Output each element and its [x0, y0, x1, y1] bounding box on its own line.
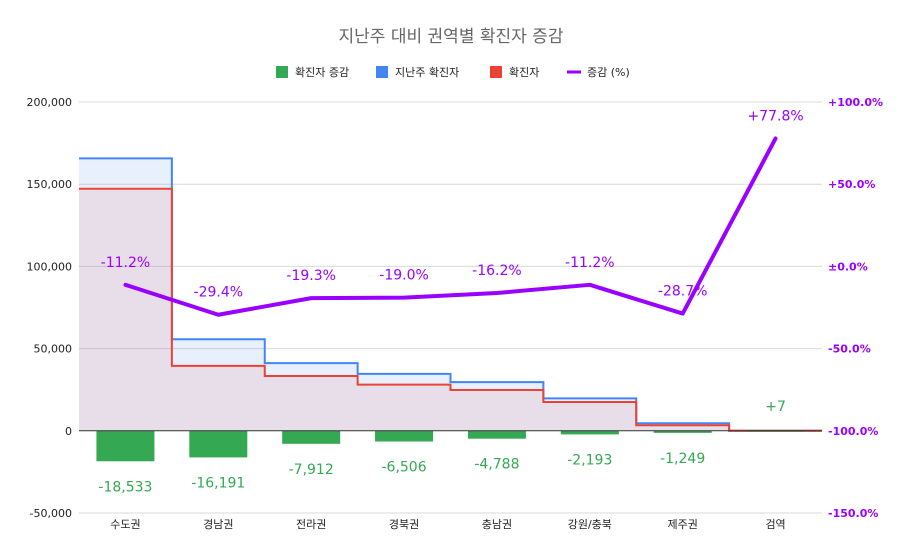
category-label: 경북권: [389, 518, 419, 531]
bar: [375, 430, 434, 442]
area-line-current: [79, 187, 822, 432]
percent-data-label: -19.0%: [379, 268, 429, 284]
right-axis-tick-label: -150.0%: [828, 507, 878, 520]
percent-data-label: -11.2%: [101, 255, 151, 271]
line-series: [123, 136, 778, 317]
legend-swatch: [276, 66, 288, 78]
percent-data-label: -28.7%: [658, 284, 708, 300]
left-axis-tick-label: 200,000: [27, 96, 73, 109]
chart-title: 지난주 대비 권역별 확진자 증감: [339, 27, 564, 47]
area-series: [79, 157, 822, 432]
legend-entry: 증감 (%): [587, 66, 630, 79]
bar-data-label: -4,788: [474, 457, 519, 473]
left-axis-tick-label: 50,000: [34, 343, 73, 356]
percent-data-label: -19.3%: [286, 268, 336, 284]
bar: [467, 430, 526, 439]
legend-entry: 확진자: [509, 66, 539, 79]
bar-series: [96, 430, 805, 462]
bar: [282, 430, 341, 444]
category-label: 충남권: [482, 518, 512, 531]
right-axis-tick-label: ±0.0%: [828, 260, 868, 273]
bar-data-label: -6,506: [381, 459, 426, 475]
left-axis-tick-label: 150,000: [27, 178, 73, 191]
right-axis-tick-label: -50.0%: [828, 343, 871, 356]
legend: 확진자 증감 지난주 확진자 확진자 증감 (%): [276, 66, 630, 79]
category-label: 검역: [765, 518, 785, 531]
left-axis-tick-label: 100,000: [27, 260, 73, 273]
bar: [560, 430, 619, 435]
bar: [96, 430, 155, 462]
legend-entry: 지난주 확진자: [395, 66, 459, 79]
legend-entry: 확진자 증감: [295, 66, 349, 79]
category-label: 강원/충북: [568, 518, 612, 531]
right-axis-tick-label: -100.0%: [828, 425, 878, 438]
area-line-last-week: [79, 157, 822, 432]
right-axis-tick-label: +50.0%: [828, 178, 875, 191]
category-label: 전라권: [296, 518, 326, 531]
area-fill-current: [79, 188, 822, 431]
percent-data-label: +77.8%: [747, 108, 803, 124]
percent-data-label: -11.2%: [565, 255, 615, 271]
bar-data-label: -7,912: [289, 462, 334, 478]
category-label: 수도권: [110, 518, 140, 531]
left-axis-tick-label: -50,000: [30, 507, 72, 520]
legend-swatch: [490, 66, 502, 78]
bar-data-label: +7: [765, 399, 786, 415]
category-label: 경남권: [203, 518, 233, 531]
bar-data-label: -1,249: [660, 451, 705, 467]
legend-swatch: [376, 66, 388, 78]
bar: [189, 430, 248, 458]
left-axis-tick-label: 0: [65, 425, 72, 438]
gridlines: [79, 101, 822, 514]
percent-data-label: -16.2%: [472, 263, 522, 279]
data-labels: -18,533 -16,191 -7,912 -6,506 -4,788 -2,193 -1…: [98, 108, 803, 495]
percent-change-line: [123, 136, 778, 317]
right-axis-tick-label: +100.0%: [828, 96, 883, 109]
bar-data-label: -2,193: [567, 452, 612, 468]
bar-data-label: -18,533: [98, 479, 152, 495]
axis-labels: -50,000 0 50,000 100,000 150,000 200,000 -150.…: [27, 96, 884, 531]
bar: [653, 430, 712, 433]
category-label: 제주권: [668, 518, 698, 531]
bar-data-label: -16,191: [191, 475, 245, 491]
percent-data-label: -29.4%: [194, 285, 244, 301]
